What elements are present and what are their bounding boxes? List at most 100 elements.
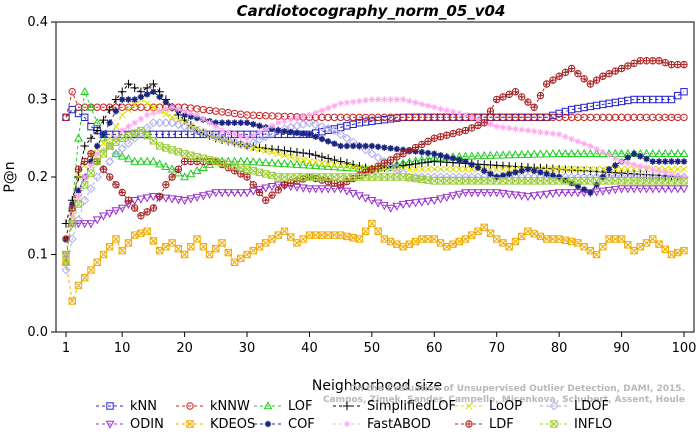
data-point bbox=[300, 130, 307, 137]
data-point bbox=[524, 166, 532, 173]
data-point bbox=[487, 121, 494, 128]
data-point bbox=[443, 177, 451, 185]
data-point bbox=[198, 127, 208, 137]
data-point bbox=[262, 197, 269, 204]
data-point bbox=[249, 167, 257, 175]
data-point bbox=[150, 204, 157, 212]
data-point bbox=[231, 167, 238, 174]
data-point bbox=[374, 227, 382, 235]
legend-item-inflo: INFLO bbox=[540, 417, 612, 432]
data-point bbox=[262, 239, 270, 247]
data-point bbox=[280, 158, 289, 168]
data-point bbox=[543, 170, 550, 178]
data-point bbox=[611, 235, 619, 243]
series-cof bbox=[62, 88, 688, 243]
data-point bbox=[468, 231, 476, 239]
data-point bbox=[87, 266, 95, 274]
data-point bbox=[156, 247, 164, 255]
data-point bbox=[612, 162, 619, 169]
data-point bbox=[455, 165, 463, 173]
data-point bbox=[655, 240, 663, 248]
data-point bbox=[324, 231, 332, 239]
data-point bbox=[268, 235, 276, 243]
data-point bbox=[230, 258, 239, 266]
legend-item-fastabod: FastABOD bbox=[333, 417, 431, 432]
data-point bbox=[373, 199, 383, 208]
data-point bbox=[673, 148, 683, 158]
credit-line-2: Campos, Zimek, Sander, Campello, Micenko… bbox=[323, 395, 685, 405]
data-point bbox=[74, 173, 83, 181]
data-point bbox=[181, 250, 189, 259]
x-tick-label: 40 bbox=[301, 341, 318, 356]
data-point bbox=[80, 86, 90, 96]
data-point bbox=[162, 98, 170, 106]
data-point bbox=[674, 165, 682, 173]
data-point bbox=[187, 243, 195, 251]
data-point bbox=[355, 235, 363, 243]
data-point bbox=[217, 189, 227, 198]
data-point bbox=[87, 150, 95, 157]
data-point bbox=[674, 172, 681, 179]
data-point bbox=[237, 133, 244, 140]
data-point bbox=[393, 240, 401, 248]
data-point bbox=[549, 130, 557, 137]
data-point bbox=[81, 274, 89, 282]
data-point bbox=[181, 158, 188, 165]
data-point bbox=[200, 115, 207, 123]
data-point bbox=[81, 158, 88, 165]
data-point bbox=[142, 83, 152, 93]
data-point bbox=[330, 155, 339, 165]
data-point bbox=[237, 254, 245, 263]
data-point bbox=[449, 240, 457, 248]
legend-label: LDOF bbox=[574, 399, 609, 414]
data-point bbox=[605, 152, 613, 159]
data-point bbox=[585, 148, 595, 158]
data-point bbox=[131, 231, 139, 239]
data-point bbox=[523, 193, 533, 202]
data-point bbox=[537, 169, 544, 176]
data-point bbox=[455, 177, 463, 185]
data-point bbox=[630, 60, 638, 67]
data-point bbox=[518, 232, 526, 240]
data-point bbox=[124, 79, 133, 89]
data-point bbox=[267, 129, 277, 139]
data-point bbox=[449, 165, 457, 173]
data-point bbox=[337, 100, 344, 107]
data-point bbox=[68, 88, 76, 96]
data-point bbox=[317, 161, 327, 170]
data-point bbox=[305, 185, 314, 194]
data-point bbox=[479, 150, 489, 160]
data-point bbox=[324, 160, 332, 168]
data-point bbox=[624, 241, 632, 249]
data-point bbox=[280, 151, 289, 159]
data-point bbox=[654, 185, 664, 194]
data-point bbox=[167, 164, 177, 173]
data-point bbox=[623, 185, 633, 194]
data-point bbox=[187, 151, 195, 159]
data-point bbox=[212, 123, 220, 130]
data-point bbox=[586, 247, 594, 255]
data-point bbox=[105, 243, 114, 251]
series-ldf bbox=[62, 57, 688, 243]
legend-label: kNN bbox=[130, 399, 157, 414]
data-point bbox=[106, 142, 114, 150]
data-point bbox=[311, 151, 320, 160]
data-point bbox=[618, 65, 625, 72]
data-point bbox=[605, 235, 613, 243]
data-point bbox=[74, 109, 83, 118]
data-point bbox=[374, 162, 382, 170]
data-point bbox=[131, 204, 138, 212]
data-point bbox=[317, 152, 327, 162]
data-point bbox=[62, 258, 70, 266]
data-point bbox=[624, 154, 632, 161]
data-point bbox=[624, 177, 632, 185]
data-point bbox=[230, 258, 239, 266]
chart-title: Cardiotocography_norm_05_v04 bbox=[237, 2, 506, 20]
data-point bbox=[94, 142, 101, 150]
data-point bbox=[68, 297, 76, 305]
data-point bbox=[318, 135, 326, 143]
data-point bbox=[293, 239, 301, 247]
data-point bbox=[567, 148, 577, 158]
data-point bbox=[312, 173, 320, 181]
data-point bbox=[624, 159, 632, 167]
